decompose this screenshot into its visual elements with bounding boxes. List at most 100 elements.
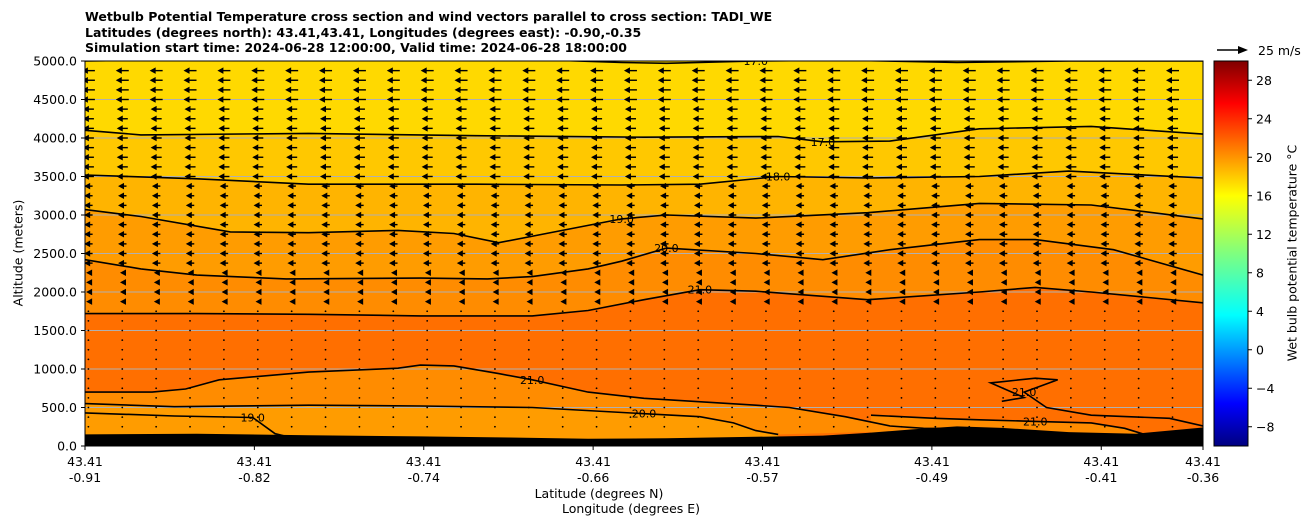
wind-vector-head [692,115,699,122]
wind-vector-head [931,202,938,209]
wind-vector-head [85,134,89,142]
wind-vector-2125-10 [424,279,431,286]
wind-vector-head [557,105,564,113]
wind-vector-head [218,163,225,171]
wind-vector-2500-12 [490,250,500,257]
wind-vector-750-20 [765,387,767,390]
wind-vector-3375-25 [931,182,940,190]
wind-vector-head [1099,115,1106,122]
wind-vector-head [286,154,293,161]
wind-vector-1875-32 [1170,298,1177,305]
x-tick-lon-1: -0.82 [238,470,270,485]
wind-vector-3000-12 [490,211,500,219]
wind-vector-3750-31 [1133,154,1145,161]
wind-vector-2625-3 [185,240,195,248]
wind-vector-head [422,240,429,248]
wind-vector-head [793,86,800,94]
wind-vector-3875-29 [1065,144,1077,151]
wind-vector-2875-18 [693,221,703,228]
wind-vector-head [116,134,123,142]
wind-vector-4375-32 [1166,105,1179,113]
wind-vector-2125-32 [1170,279,1177,286]
wind-vector-3375-11 [456,182,466,190]
wind-vector-head [286,173,293,180]
wind-vector-head [185,182,192,190]
wind-vector-head [759,86,766,94]
wind-vector-4125-28 [1031,125,1043,132]
wind-vector-head [355,182,362,190]
wind-vector-1375-17 [663,339,666,342]
wind-vector-4125-11 [455,125,467,132]
wind-vector-1625-10 [426,319,429,322]
wind-vector-head [862,115,869,122]
wind-vector-head [1030,96,1037,103]
wind-vector-head [456,211,463,219]
wind-vector-head [827,67,834,74]
wind-vector-1500-15 [595,329,598,332]
wind-vector-500-13 [527,406,530,409]
wind-vector-4375-11 [455,105,467,113]
wind-vector-head [490,259,497,267]
wind-vector-1625-17 [663,319,666,322]
wind-vector-1250-8 [358,348,361,351]
wind-vector-1250-11 [460,348,462,351]
wind-vector-1750-14 [561,310,564,313]
wind-vector-375-7 [324,416,327,419]
wind-vector-head [794,134,801,142]
wind-vector-4625-31 [1132,86,1146,94]
wind-vector-head [590,67,597,74]
wind-vector-4125-6 [286,125,298,132]
wind-vector-head [928,67,935,74]
wind-vector-1125-6 [290,358,293,361]
wind-vector-head [1000,298,1007,305]
wind-vector-750-7 [324,387,327,390]
wind-vector-2375-10 [422,259,432,267]
wind-vector-625-10 [426,396,429,399]
wind-vector-head [996,96,1003,103]
wind-vector-head [118,192,125,199]
wind-vector-head [560,279,567,286]
wind-vector-1625-2 [155,319,158,322]
wind-vector-head [456,192,463,199]
wind-vector-head [558,182,565,190]
wind-vector-2125-24 [899,279,906,286]
wind-vector-3500-12 [489,173,501,180]
wind-vector-head [1100,231,1107,238]
wind-vector-3000-6 [287,211,296,219]
wind-vector-head [998,250,1005,257]
wind-vector-head [323,298,330,305]
wind-vector-3375-7 [321,182,330,190]
wind-vector-1500-12 [494,329,496,332]
wind-vector-head [252,173,259,180]
wind-vector-head [1166,144,1173,151]
wind-vector-1250-30 [1103,348,1106,351]
wind-vector-head [523,105,530,113]
wind-vector-4750-11 [454,77,468,84]
wind-vector-3500-13 [523,173,535,180]
wind-vector-1000-2 [155,368,158,370]
wind-vector-head [931,221,938,228]
wind-vector-head [320,154,327,161]
wind-vector-4125-18 [692,125,704,132]
wind-vector-head [763,269,770,276]
wind-vector-head [252,105,259,113]
wind-vector-375-6 [290,416,293,419]
wind-vector-750-30 [1103,387,1106,390]
wind-vector-head [863,259,870,267]
wind-vector-head [458,279,465,286]
wind-vector-4625-0 [85,86,95,94]
wind-vector-head [862,154,869,161]
wind-vector-1375-15 [595,339,598,342]
wind-vector-3000-19 [727,211,737,219]
wind-vector-1750-11 [460,310,462,313]
wind-vector-3250-22 [829,192,838,199]
wind-vector-625-13 [527,396,530,399]
wind-vector-2750-2 [151,231,161,238]
wind-vector-2750-16 [626,231,635,238]
wind-vector-3875-3 [184,144,196,151]
wind-vector-3375-29 [1066,182,1076,190]
wind-vector-1500-1 [121,329,124,332]
wind-vector-4625-11 [454,86,468,94]
wind-vector-3625-4 [218,163,230,171]
wind-vector-4250-1 [116,115,128,122]
